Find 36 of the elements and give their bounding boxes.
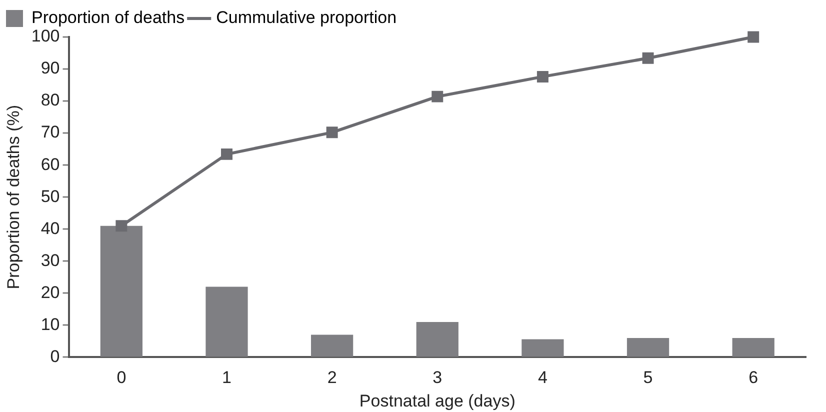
legend-label: Proportion of deaths: [32, 8, 185, 28]
point: [536, 70, 548, 82]
x-tick-label: 4: [538, 368, 548, 388]
y-tick-label: 10: [40, 314, 60, 334]
bar: [732, 338, 774, 357]
y-tick-label: 70: [40, 122, 60, 142]
y-tick-label: 50: [40, 186, 60, 206]
x-tick-label: 2: [327, 368, 337, 388]
bar: [416, 322, 458, 357]
y-tick-label: 80: [40, 90, 60, 110]
x-tick-label: 6: [748, 368, 758, 388]
bar: [626, 338, 670, 357]
point: [642, 52, 654, 64]
x-tick-label: 3: [432, 368, 442, 388]
point: [116, 220, 128, 232]
point: [748, 31, 760, 43]
legend-label: Cummulative proportion: [216, 8, 397, 28]
y-tick-label: 40: [40, 218, 60, 238]
bar: [100, 226, 142, 357]
y-axis-title: Proportion of deaths (%): [4, 104, 23, 290]
point: [432, 90, 444, 102]
x-tick-label: 1: [222, 368, 232, 388]
point: [326, 126, 338, 138]
y-tick-label: 90: [40, 58, 60, 78]
y-tick-label: 20: [40, 282, 60, 302]
x-tick-label: 5: [643, 368, 653, 388]
y-tick-label: 100: [31, 26, 60, 46]
x-tick-label: 0: [116, 368, 126, 388]
x-axis-title: Postnatal age (days): [359, 391, 516, 410]
y-tick-label: 60: [40, 154, 60, 174]
y-tick-label: 30: [40, 250, 60, 270]
bar: [522, 339, 564, 357]
bar: [206, 286, 248, 357]
y-tick-label: 0: [50, 346, 60, 366]
point: [221, 148, 232, 160]
bar: [311, 334, 354, 357]
